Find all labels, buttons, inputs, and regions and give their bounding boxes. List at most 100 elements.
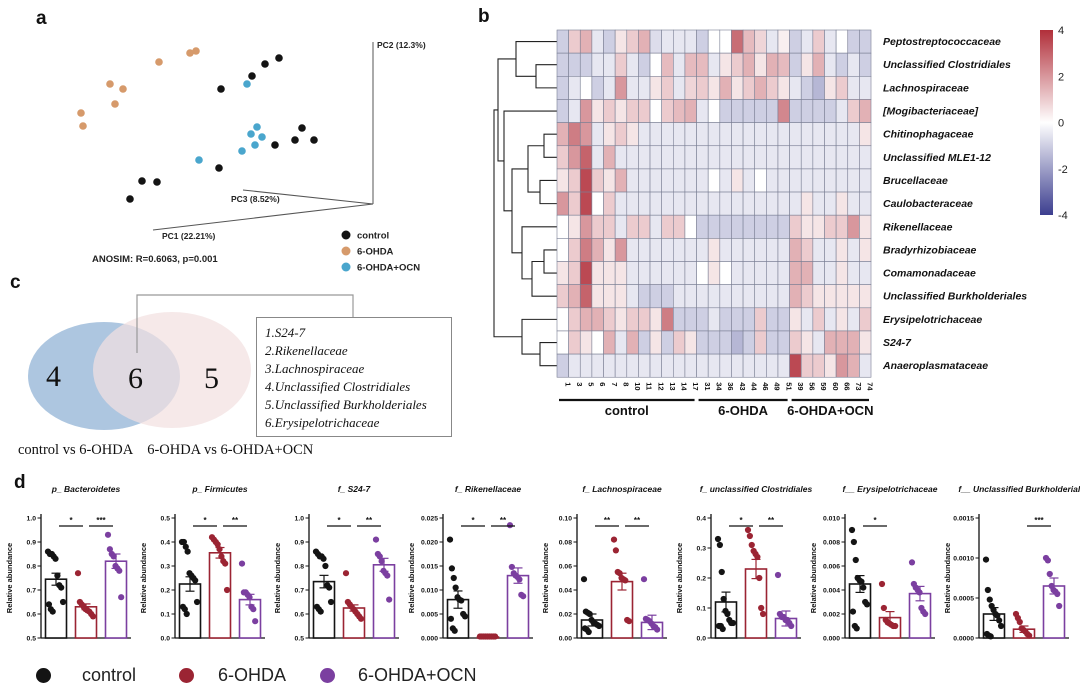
heatmap-cell: [859, 191, 872, 216]
bar-chart-canvas: p_ Bacteroidetes Relative abundance 1.0 0.9…: [5, 484, 131, 642]
data-point-6-OHDA+OCN: [384, 572, 391, 579]
heatmap-cell: [707, 284, 721, 309]
heatmap-cell: [626, 238, 639, 262]
data-point-6-OHDA+OCN: [238, 560, 246, 567]
heatmap-cell: [766, 76, 779, 100]
heatmap-cell: [847, 29, 860, 54]
heatmap-row-label: Chitinophagaceae: [883, 129, 974, 141]
heatmap-cell: [649, 330, 662, 355]
heatmap-cell: [731, 29, 744, 54]
heatmap-cell: [707, 99, 721, 123]
heatmap-cell: [661, 330, 674, 355]
data-point-6-OHDA+OCN: [376, 553, 383, 560]
y-tick-label: 0.5: [161, 515, 171, 522]
heatmap-cell: [859, 145, 872, 170]
heatmap-cell: [719, 284, 732, 309]
y-tick-label: 0.5: [295, 635, 305, 642]
heatmap-cell: [673, 122, 686, 147]
data-point-control: [849, 608, 857, 615]
data-point-6-OHDA+OCN: [916, 589, 923, 596]
heatmap-cell: [661, 214, 674, 239]
heatmap-cell: [859, 353, 872, 378]
heatmap-cell: [835, 330, 849, 355]
data-point-control: [716, 541, 723, 549]
control-dot-icon: [36, 667, 51, 683]
data-point-control: [595, 622, 603, 630]
heatmap-cell: [591, 76, 604, 100]
heatmap-sample-label: 5: [587, 382, 596, 386]
heatmap-cell: [731, 353, 744, 378]
data-point-control: [49, 608, 56, 615]
heatmap-cell: [742, 122, 756, 147]
heatmap-sample-label: 43: [738, 382, 747, 390]
heatmap-cell: [766, 238, 779, 262]
heatmap-cell: [696, 330, 709, 355]
venn-taxa-item: 1.S24-7: [265, 325, 306, 340]
heatmap-sample-label: 66: [842, 382, 851, 390]
heatmap-cell: [684, 330, 697, 355]
heatmap-cell: [800, 284, 814, 309]
y-tick-label: 0.0: [161, 635, 171, 642]
scatter-point-control: [153, 178, 161, 186]
heatmap-cell: [789, 122, 802, 147]
heatmap-cell: [731, 214, 744, 239]
heatmap-cell: [859, 261, 872, 285]
y-tick-label: 0.8: [27, 563, 37, 570]
heatmap-cell: [556, 52, 569, 77]
6ohda-ocn-dot-icon: [320, 667, 335, 683]
heatmap-colorbar: [1040, 30, 1053, 215]
heatmap-cell: [556, 99, 569, 123]
heatmap-cell: [835, 168, 849, 193]
data-point-6-OHDA: [357, 615, 365, 622]
y-tick-label: 0.2: [697, 575, 707, 582]
heatmap-cell: [754, 307, 767, 332]
heatmap-cell: [766, 191, 779, 216]
y-tick-label: 0.2: [161, 587, 171, 594]
heatmap-cell: [638, 52, 651, 77]
data-point-6-OHDA: [622, 577, 629, 584]
significance-stars: **: [634, 516, 641, 525]
heatmap-cell: [626, 330, 639, 355]
bar-chart-3: f_ S24-7 Relative abundance 1.0 0.9 0.8 0.7 0.…: [271, 476, 405, 648]
data-point-control: [326, 584, 333, 591]
heatmap-cell: [754, 168, 767, 193]
heatmap-cell: [568, 330, 581, 355]
heatmap-cell: [742, 330, 756, 355]
data-point-control: [997, 622, 1005, 630]
data-point-control: [585, 628, 592, 636]
heatmap-cell: [614, 76, 628, 100]
heatmap-cell: [789, 284, 802, 309]
heatmap-cell: [742, 99, 756, 123]
heatmap-cell: [673, 214, 686, 239]
bar-chart-title: f__ Unclassified Burkholderiales: [958, 484, 1080, 494]
heatmap-cell: [812, 99, 825, 123]
significance-stars: *: [337, 516, 341, 525]
heatmap-cell: [742, 238, 756, 262]
heatmap-cell: [766, 284, 779, 309]
heatmap-cell: [638, 99, 651, 123]
dendrogram-branch: [539, 341, 557, 367]
data-point-control: [994, 612, 1001, 619]
bar-chart-title: f_ S24-7: [338, 484, 372, 494]
heatmap-cell: [626, 307, 639, 332]
heatmap-cell: [614, 191, 628, 216]
heatmap-cell: [824, 168, 837, 193]
data-point-control: [45, 601, 53, 608]
venn-panel: 4 6 5 1.S24-7 2.Rikenellaceae 3.Lachnospir…: [0, 278, 470, 478]
heatmap-sample-label: 17: [691, 382, 700, 390]
heatmap-cell: [789, 76, 802, 100]
heatmap-cell: [626, 76, 639, 100]
heatmap-cell: [579, 168, 593, 193]
heatmap-cell: [707, 353, 721, 378]
heatmap-cell: [824, 307, 837, 332]
pcoa-scatter-plot: PC2 (12.3%) PC3 (8.52%) PC1 (22.21%) ANOSIM…: [0, 0, 460, 278]
heatmap-cell: [638, 76, 651, 100]
heatmap-row-label: Unclassified Burkholderiales: [883, 291, 1027, 303]
data-point-control: [984, 586, 991, 594]
heatmap-cell: [731, 52, 744, 77]
heatmap-cell: [614, 214, 628, 239]
heatmap-cell: [614, 330, 628, 355]
data-point-6-OHDA: [878, 580, 886, 588]
heatmap-cell: [591, 29, 604, 54]
heatmap-cell: [707, 238, 721, 262]
